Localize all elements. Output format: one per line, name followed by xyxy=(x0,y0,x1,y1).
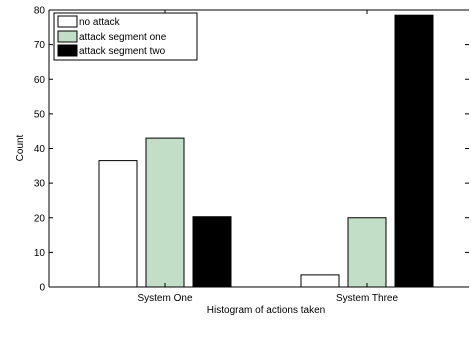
y-tick-label-30: 30 xyxy=(34,179,46,190)
legend-swatch-attack-segment-one xyxy=(57,30,78,43)
y-tick-label-20: 20 xyxy=(34,213,46,224)
y-tick-label-50: 50 xyxy=(34,109,46,120)
y-tick-label-60: 60 xyxy=(34,75,46,86)
legend-box xyxy=(53,12,198,61)
y-tick-label-70: 70 xyxy=(34,40,46,51)
legend-label-attack-segment-one: attack segment one xyxy=(79,32,167,43)
bar-system-one-attack-segment-one xyxy=(145,137,185,288)
bar-system-one-attack-segment-two xyxy=(192,216,232,288)
x-tick-label-system-one: System One xyxy=(137,293,192,304)
bar-system-three-attack-segment-one xyxy=(347,217,387,288)
legend-swatch-attack-segment-two xyxy=(57,44,78,57)
y-tick-label-10: 10 xyxy=(34,248,46,259)
legend: no attack attack segment one attack segm… xyxy=(53,12,198,61)
x-tick-label-system-three: System Three xyxy=(336,293,398,304)
bars-layer xyxy=(98,14,434,288)
y-tick-label-80: 80 xyxy=(34,6,46,17)
bar-system-one-no-attack xyxy=(98,160,138,288)
y-tick-label-40: 40 xyxy=(34,144,46,155)
legend-label-no-attack: no attack xyxy=(79,17,121,28)
y-tick-label-0: 0 xyxy=(39,283,45,294)
x-axis-label: Histogram of actions taken xyxy=(207,305,325,316)
legend-label-attack-segment-two: attack segment two xyxy=(79,46,166,57)
legend-swatch-no-attack xyxy=(57,15,78,28)
bar-system-three-no-attack xyxy=(300,274,340,288)
bar-system-three-attack-segment-two xyxy=(394,14,434,288)
y-axis-label: Count xyxy=(15,134,26,161)
y-ticks-layer: 0 10 20 30 40 50 60 70 80 xyxy=(34,6,469,294)
